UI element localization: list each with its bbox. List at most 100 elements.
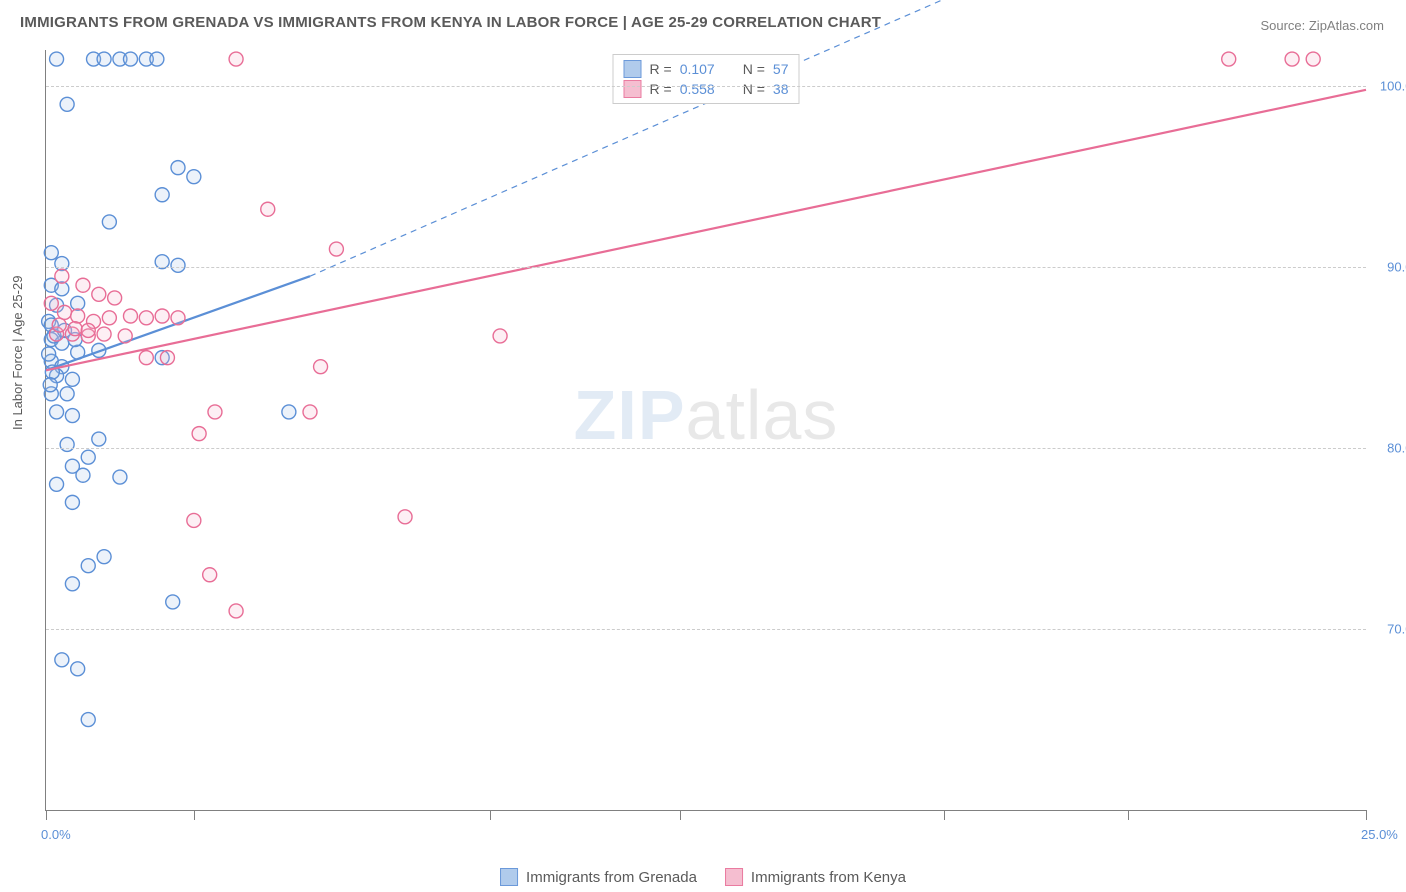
legend-n-value: 57 [773, 61, 789, 77]
scatter-point [65, 372, 79, 386]
scatter-point [208, 405, 222, 419]
scatter-point [65, 409, 79, 423]
legend-series-name: Immigrants from Kenya [751, 869, 906, 886]
legend-swatch [624, 60, 642, 78]
plot-area: ZIPatlas R =0.107N =57R =0.558N =38 70.0… [45, 50, 1366, 811]
scatter-point [203, 568, 217, 582]
scatter-point [102, 311, 116, 325]
scatter-point [329, 242, 343, 256]
scatter-point [139, 311, 153, 325]
scatter-point [102, 215, 116, 229]
scatter-point [60, 437, 74, 451]
scatter-point [155, 309, 169, 323]
y-tick-label: 90.0% [1387, 260, 1406, 275]
scatter-point [123, 309, 137, 323]
scatter-point [160, 351, 174, 365]
legend-n-label: N = [743, 61, 765, 77]
scatter-point [81, 559, 95, 573]
source-attribution: Source: ZipAtlas.com [1260, 18, 1384, 33]
scatter-point [187, 170, 201, 184]
gridline [46, 448, 1366, 449]
series-legend: Immigrants from Grenada Immigrants from K… [500, 868, 906, 886]
scatter-point [187, 513, 201, 527]
scatter-point [55, 257, 69, 271]
scatter-point [123, 52, 137, 66]
scatter-point [71, 296, 85, 310]
scatter-point [97, 52, 111, 66]
scatter-point [171, 258, 185, 272]
legend-swatch [725, 868, 743, 886]
scatter-point [60, 97, 74, 111]
y-tick-label: 100.0% [1380, 79, 1406, 94]
scatter-point [52, 318, 66, 332]
x-tick [1128, 810, 1129, 820]
scatter-point [229, 604, 243, 618]
scatter-point [139, 351, 153, 365]
gridline [46, 629, 1366, 630]
scatter-point [55, 653, 69, 667]
x-tick [46, 810, 47, 820]
scatter-point [150, 52, 164, 66]
legend-row: R =0.558N =38 [624, 79, 789, 99]
trend-line [46, 90, 1366, 370]
scatter-point [76, 278, 90, 292]
gridline [46, 86, 1366, 87]
scatter-point [113, 470, 127, 484]
legend-series-name: Immigrants from Grenada [526, 869, 697, 886]
scatter-point [171, 311, 185, 325]
scatter-point [171, 161, 185, 175]
scatter-point [50, 477, 64, 491]
correlation-legend: R =0.107N =57R =0.558N =38 [613, 54, 800, 104]
legend-r-label: R = [650, 81, 672, 97]
scatter-point [1285, 52, 1299, 66]
source-label: Source: [1260, 18, 1308, 33]
legend-row: R =0.107N =57 [624, 59, 789, 79]
scatter-point [192, 427, 206, 441]
x-tick [490, 810, 491, 820]
scatter-point [71, 662, 85, 676]
scatter-point [68, 322, 82, 336]
scatter-point [1222, 52, 1236, 66]
scatter-point [71, 309, 85, 323]
y-axis-title: In Labor Force | Age 25-29 [10, 276, 25, 430]
scatter-point [155, 188, 169, 202]
scatter-point [50, 52, 64, 66]
scatter-point [398, 510, 412, 524]
legend-r-value: 0.558 [680, 81, 715, 97]
source-link[interactable]: ZipAtlas.com [1309, 18, 1384, 33]
scatter-point [108, 291, 122, 305]
chart-svg [46, 50, 1366, 810]
scatter-point [60, 387, 74, 401]
scatter-point [303, 405, 317, 419]
scatter-point [81, 450, 95, 464]
y-tick-label: 80.0% [1387, 441, 1406, 456]
scatter-point [76, 468, 90, 482]
scatter-point [97, 327, 111, 341]
scatter-point [81, 713, 95, 727]
scatter-point [314, 360, 328, 374]
legend-swatch [500, 868, 518, 886]
scatter-point [97, 550, 111, 564]
x-tick [1366, 810, 1367, 820]
scatter-point [261, 202, 275, 216]
x-tick [194, 810, 195, 820]
scatter-point [166, 595, 180, 609]
scatter-point [55, 269, 69, 283]
legend-r-value: 0.107 [680, 61, 715, 77]
trend-line-extrapolated [310, 0, 1366, 276]
legend-item: Immigrants from Grenada [500, 868, 697, 886]
scatter-point [92, 432, 106, 446]
x-tick [944, 810, 945, 820]
legend-swatch [624, 80, 642, 98]
legend-n-value: 38 [773, 81, 789, 97]
chart-title: IMMIGRANTS FROM GRENADA VS IMMIGRANTS FR… [20, 14, 881, 31]
x-tick [680, 810, 681, 820]
scatter-point [44, 246, 58, 260]
scatter-point [44, 296, 58, 310]
scatter-point [42, 347, 56, 361]
scatter-point [43, 378, 57, 392]
scatter-point [65, 577, 79, 591]
scatter-point [55, 282, 69, 296]
scatter-point [1306, 52, 1320, 66]
gridline [46, 267, 1366, 268]
